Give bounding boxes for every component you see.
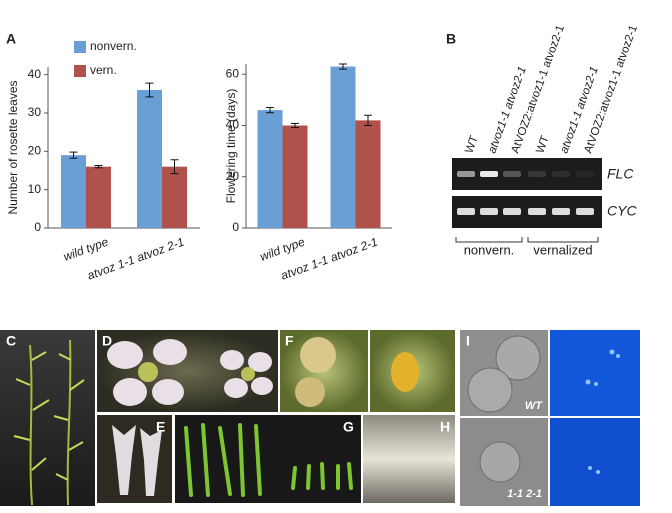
y-axis-label: Number of rosette leaves (6, 80, 20, 214)
y-tick-label: 20 (226, 169, 240, 183)
panel-label: F (285, 333, 294, 349)
photo-flowers (107, 339, 273, 406)
group-label: nonvern. (464, 242, 515, 257)
group-bracket (455, 237, 599, 243)
legend-label: nonvern. (90, 39, 137, 53)
band-cyc (528, 208, 546, 215)
bar (162, 166, 187, 228)
panel-label: G (343, 419, 354, 435)
photo-siliques-g (184, 423, 353, 497)
x-tick-label: wild type (61, 235, 110, 264)
lane-label: WT (463, 134, 480, 155)
y-tick-label: 40 (226, 118, 240, 132)
panel-label: D (102, 333, 112, 349)
band-cyc (480, 208, 498, 215)
photo-i3 (550, 330, 640, 416)
gel (457, 171, 594, 215)
photo-siliques (13, 351, 85, 481)
panel-label: C (6, 333, 16, 349)
band-flc (552, 171, 570, 177)
photo-label: WT (525, 400, 543, 412)
band-flc (480, 171, 498, 177)
legend-swatch (74, 65, 86, 77)
photo-c (0, 330, 95, 506)
bar (61, 155, 86, 228)
y-tick-label: 10 (28, 182, 42, 196)
y-tick-label: 40 (28, 67, 42, 81)
photo-h (363, 415, 455, 503)
panel-label: I (466, 333, 470, 349)
band-cyc (457, 208, 475, 215)
bar (355, 120, 381, 228)
group-label: vernalized (533, 242, 592, 257)
band-flc (528, 171, 546, 177)
band-cyc (503, 208, 521, 215)
band-cyc (576, 208, 594, 215)
band-flc (457, 171, 475, 177)
gel-flc (452, 158, 602, 190)
bar (282, 125, 308, 228)
y-tick-label: 30 (28, 105, 42, 119)
y-tick-label: 0 (34, 220, 41, 234)
y-tick-label: 20 (28, 144, 42, 158)
band-flc (503, 171, 521, 177)
band-cyc (552, 208, 570, 215)
panel-label: B (446, 31, 456, 47)
photo-nuclei (585, 349, 620, 474)
y-tick-label: 0 (232, 220, 239, 234)
photo-flowers-e (112, 425, 162, 496)
bar (137, 90, 162, 228)
gene-label: FLC (607, 166, 634, 182)
bar (330, 66, 356, 228)
lane-label: WT (534, 134, 551, 155)
bar (257, 110, 283, 228)
legend-swatch (74, 41, 86, 53)
y-tick-label: 60 (226, 66, 240, 80)
band-flc (576, 171, 594, 177)
bar (86, 166, 111, 228)
photo-i4 (550, 418, 640, 506)
legend-label: vern. (90, 63, 117, 77)
gene-label: CYC (607, 203, 637, 219)
panel-label: A (6, 31, 16, 47)
panel-label: E (156, 419, 165, 435)
photo-label: 1-1 2-1 (507, 488, 542, 500)
y-axis-label: Flowering time (days) (224, 89, 238, 204)
panel-label: H (440, 419, 450, 435)
x-tick-label: wild type (258, 235, 307, 264)
